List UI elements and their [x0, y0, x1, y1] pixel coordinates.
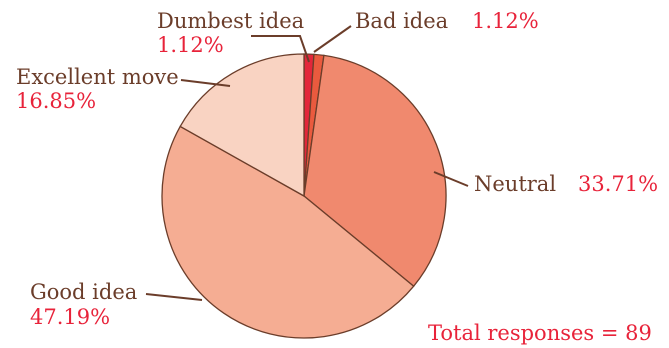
- slice-percent-excellent-move: 16.85%: [16, 89, 96, 113]
- slice-label-dumbest-idea: Dumbest idea: [157, 9, 304, 33]
- slice-label-bad-idea: Bad idea: [355, 9, 448, 33]
- slices-group: [161, 53, 447, 339]
- pie-slice-good-idea: [161, 125, 415, 339]
- slice-percent-neutral: 33.71%: [578, 172, 658, 196]
- leader-line-good-idea: [145, 293, 203, 301]
- slice-percent-bad-idea: 1.12%: [472, 9, 539, 33]
- pie-slice-neutral: [303, 54, 447, 288]
- leader-lines-group: [145, 25, 469, 301]
- slice-label-neutral: Neutral: [474, 172, 556, 196]
- leader-line-dumbest-idea: [251, 35, 310, 63]
- slice-percent-good-idea: 47.19%: [30, 305, 110, 329]
- slice-label-excellent-move: Excellent move: [16, 65, 179, 89]
- slice-label-good-idea: Good idea: [30, 280, 137, 304]
- slice-percent-dumbest-idea: 1.12%: [157, 33, 224, 57]
- pie-slice-excellent-move: [179, 53, 305, 198]
- leader-line-bad-idea: [313, 25, 352, 53]
- leader-line-excellent-move: [180, 79, 231, 87]
- leader-line-neutral: [433, 171, 469, 187]
- total-responses-annotation: Total responses = 89: [428, 321, 652, 345]
